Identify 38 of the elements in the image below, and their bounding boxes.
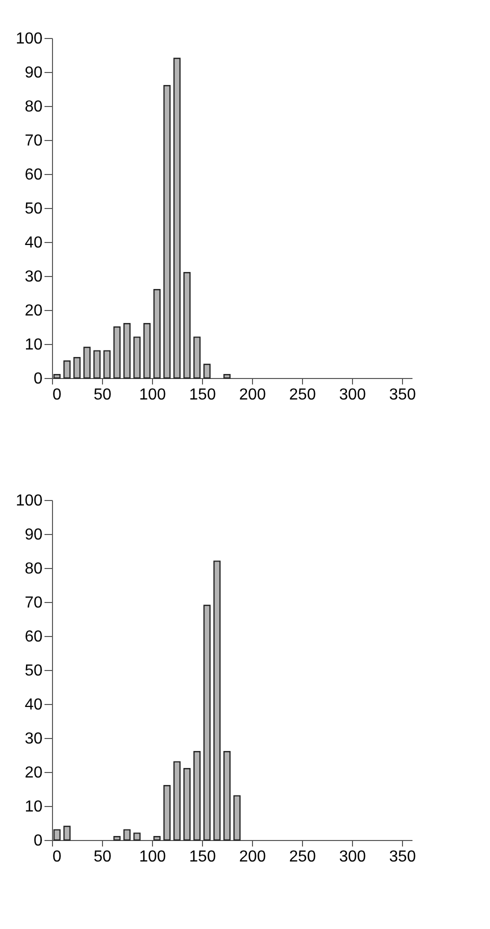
x-tick-label: 200 bbox=[239, 848, 266, 866]
x-tick-label: 300 bbox=[339, 848, 366, 866]
y-tick-label: 50 bbox=[24, 200, 43, 218]
y-tick-label: 10 bbox=[24, 336, 43, 354]
x-tick-label: 0 bbox=[52, 848, 62, 866]
x-tick-label: 350 bbox=[389, 386, 416, 404]
x-tick-label: 0 bbox=[52, 386, 62, 404]
y-tick-label: 70 bbox=[24, 132, 43, 150]
x-tick-label: 250 bbox=[289, 386, 316, 404]
x-tick-label: 150 bbox=[189, 386, 216, 404]
y-tick-label: 10 bbox=[24, 798, 43, 816]
x-tick-label: 50 bbox=[94, 848, 112, 866]
x-tick-label: 300 bbox=[339, 386, 366, 404]
y-tick-label: 100 bbox=[16, 492, 43, 510]
y-tick-label: 20 bbox=[24, 764, 43, 782]
y-tick-label: 50 bbox=[24, 662, 43, 680]
y-tick-label: 80 bbox=[24, 98, 43, 116]
y-tick-label: 30 bbox=[24, 730, 43, 748]
y-tick-label: 0 bbox=[34, 370, 43, 388]
x-tick-label: 200 bbox=[239, 386, 266, 404]
x-tick-label: 350 bbox=[389, 848, 416, 866]
y-tick-label: 80 bbox=[24, 560, 43, 578]
y-tick-label: 0 bbox=[34, 832, 43, 850]
y-tick-label: 20 bbox=[24, 302, 43, 320]
y-tick-label: 60 bbox=[24, 166, 43, 184]
x-tick-label: 50 bbox=[94, 386, 112, 404]
x-tick-label: 100 bbox=[139, 848, 166, 866]
y-tick-label: 70 bbox=[24, 594, 43, 612]
y-tick-label: 40 bbox=[24, 696, 43, 714]
y-tick-label: 60 bbox=[24, 628, 43, 646]
x-tick-label: 100 bbox=[139, 386, 166, 404]
x-tick-label: 150 bbox=[189, 848, 216, 866]
y-tick-label: 30 bbox=[24, 268, 43, 286]
y-tick-label: 90 bbox=[24, 64, 43, 82]
y-tick-label: 40 bbox=[24, 234, 43, 252]
y-tick-label: 100 bbox=[16, 30, 43, 48]
y-tick-label: 90 bbox=[24, 526, 43, 544]
x-tick-label: 250 bbox=[289, 848, 316, 866]
